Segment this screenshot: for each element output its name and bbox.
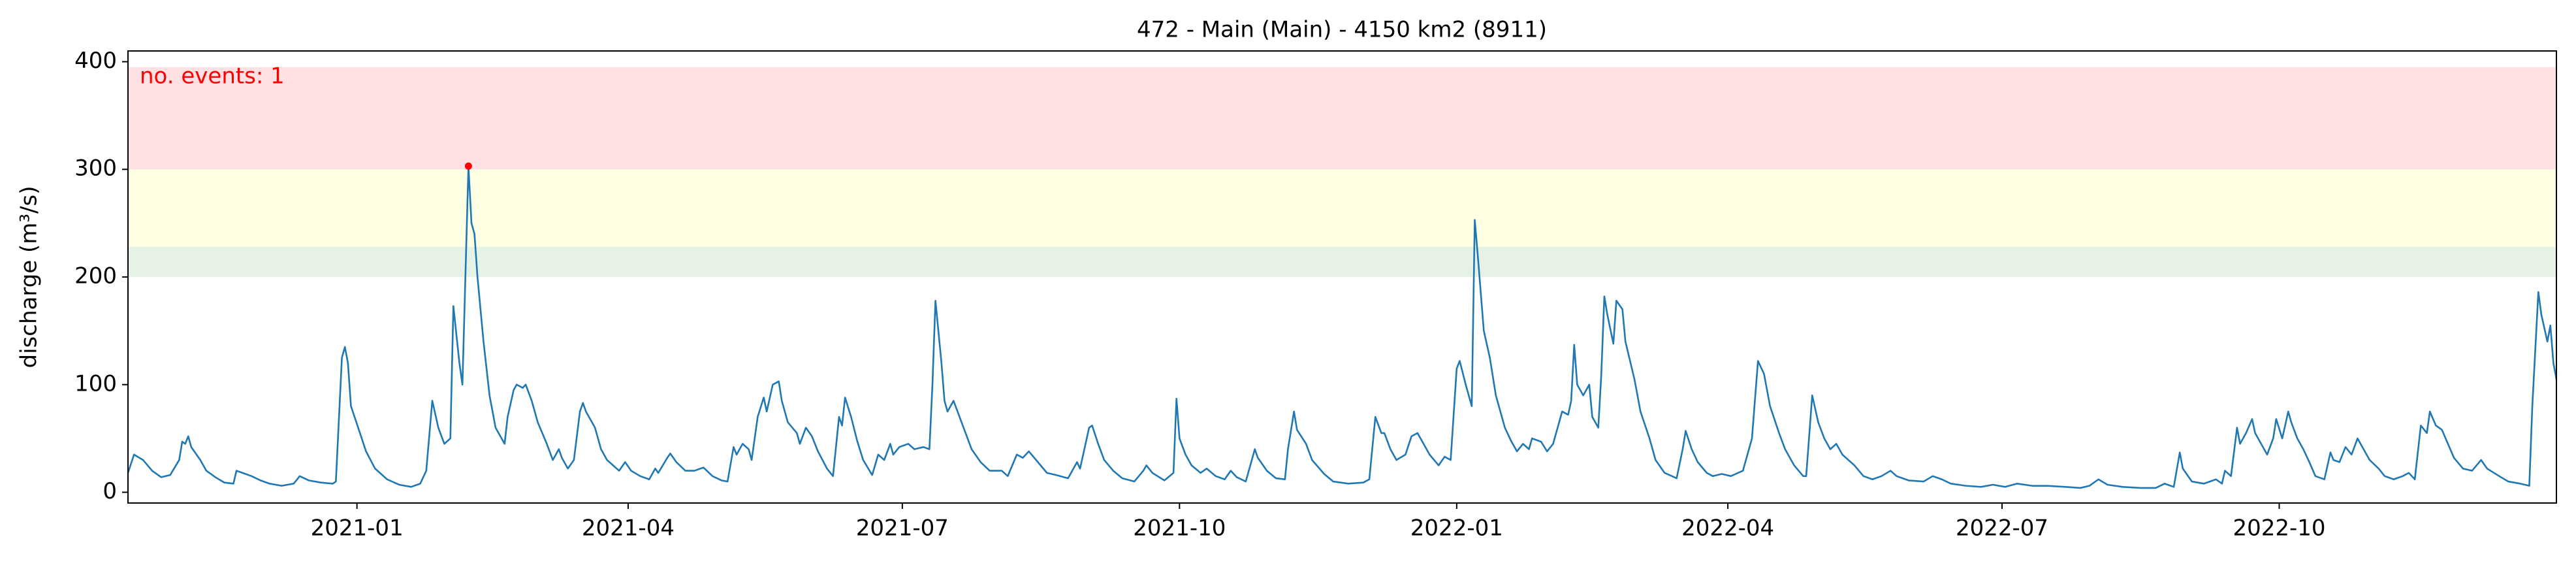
discharge-line: [127, 165, 2558, 489]
threshold-band: [128, 246, 2556, 277]
x-tick-label: 2022-07: [1956, 515, 2048, 542]
y-tick-label: 200: [74, 263, 117, 289]
x-tick-label: 2022-04: [1681, 515, 1774, 542]
y-tick-label: 0: [103, 478, 117, 504]
plot-area: [127, 67, 2558, 489]
threshold-band: [128, 67, 2556, 170]
x-tick-label: 2022-01: [1410, 515, 1503, 542]
chart-title: 472 - Main (Main) - 4150 km2 (8911): [1137, 17, 1547, 43]
y-axis-label: discharge (m³/s): [16, 186, 42, 368]
x-tick-label: 2021-10: [1133, 515, 1226, 542]
event-count: no. events: 1: [140, 63, 285, 89]
y-tick-label: 400: [74, 48, 117, 74]
x-tick-label: 2022-10: [2233, 515, 2325, 542]
y-tick-label: 100: [74, 370, 117, 397]
x-tick-label: 2021-04: [582, 515, 675, 542]
threshold-band: [128, 169, 2556, 247]
x-tick-label: 2021-07: [856, 515, 949, 542]
x-tick-label: 2021-01: [311, 515, 404, 542]
y-tick-label: 300: [74, 155, 117, 182]
event-marker: [464, 162, 472, 170]
